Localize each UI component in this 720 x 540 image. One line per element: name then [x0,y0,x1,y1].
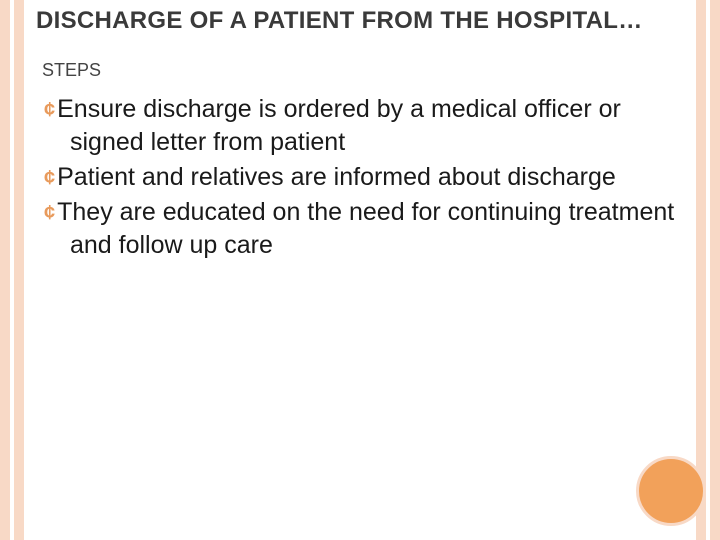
bullet-text: They are educated on the need for contin… [57,198,674,259]
slide-subhead: STEPS [42,60,684,81]
slide-title: DISCHARGE OF A PATIENT FROM THE HOSPITAL… [36,6,684,36]
bullet-icon: ¢ [44,167,57,189]
bullet-text: Patient and relatives are informed about… [57,163,616,191]
bullet-list: ¢Ensure discharge is ordered by a medica… [44,93,676,262]
decor-circle-icon [636,456,706,526]
list-item: ¢Patient and relatives are informed abou… [44,161,676,194]
bullet-icon: ¢ [44,202,57,224]
decor-stripe-inner-right [696,0,706,540]
bullet-icon: ¢ [44,99,57,121]
decor-stripe-inner-left [14,0,24,540]
slide-content: DISCHARGE OF A PATIENT FROM THE HOSPITAL… [36,6,684,264]
decor-stripe-outer-right [710,0,720,540]
bullet-text: Ensure discharge is ordered by a medical… [57,95,621,156]
list-item: ¢Ensure discharge is ordered by a medica… [44,93,676,159]
decor-stripe-outer-left [0,0,10,540]
list-item: ¢They are educated on the need for conti… [44,196,676,262]
